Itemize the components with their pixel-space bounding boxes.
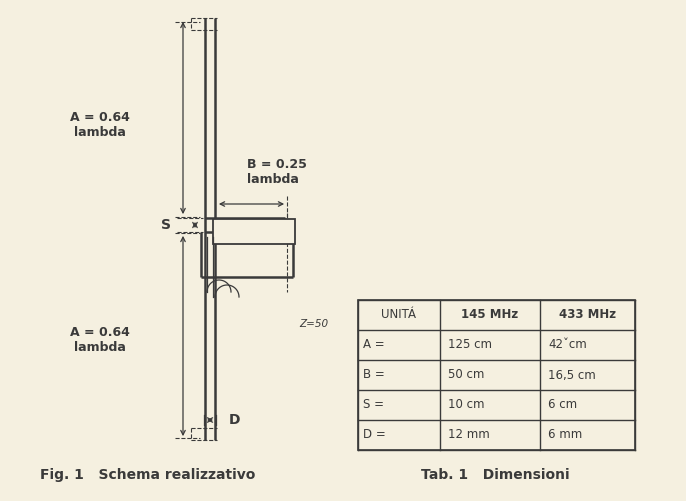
Text: B = 0.25
lambda: B = 0.25 lambda [247, 158, 307, 186]
Bar [213, 219, 295, 244]
Text: UNITÁ: UNITÁ [381, 309, 416, 322]
Text: 6 mm: 6 mm [548, 428, 582, 441]
Text: S =: S = [363, 398, 384, 411]
Text: Fig. 1   Schema realizzativo: Fig. 1 Schema realizzativo [40, 468, 256, 482]
Text: 145 MHz: 145 MHz [462, 309, 519, 322]
Text: A =: A = [363, 339, 385, 352]
Text: 12 mm: 12 mm [448, 428, 490, 441]
Text: Z=50: Z=50 [299, 319, 328, 329]
Text: 125 cm: 125 cm [448, 339, 492, 352]
Text: 16,5 cm: 16,5 cm [548, 369, 595, 381]
Text: D =: D = [363, 428, 386, 441]
Text: 42ˇcm: 42ˇcm [548, 339, 587, 352]
Text: S: S [161, 218, 171, 232]
Text: 6 cm: 6 cm [548, 398, 577, 411]
Text: 10 cm: 10 cm [448, 398, 484, 411]
Text: 50 cm: 50 cm [448, 369, 484, 381]
Text: A = 0.64
lambda: A = 0.64 lambda [70, 111, 130, 139]
Text: D: D [229, 413, 241, 427]
Text: 433 MHz: 433 MHz [559, 309, 616, 322]
Bar [358, 300, 635, 450]
Text: B =: B = [363, 369, 385, 381]
Text: A = 0.64
lambda: A = 0.64 lambda [70, 326, 130, 354]
Text: Tab. 1   Dimensioni: Tab. 1 Dimensioni [421, 468, 569, 482]
